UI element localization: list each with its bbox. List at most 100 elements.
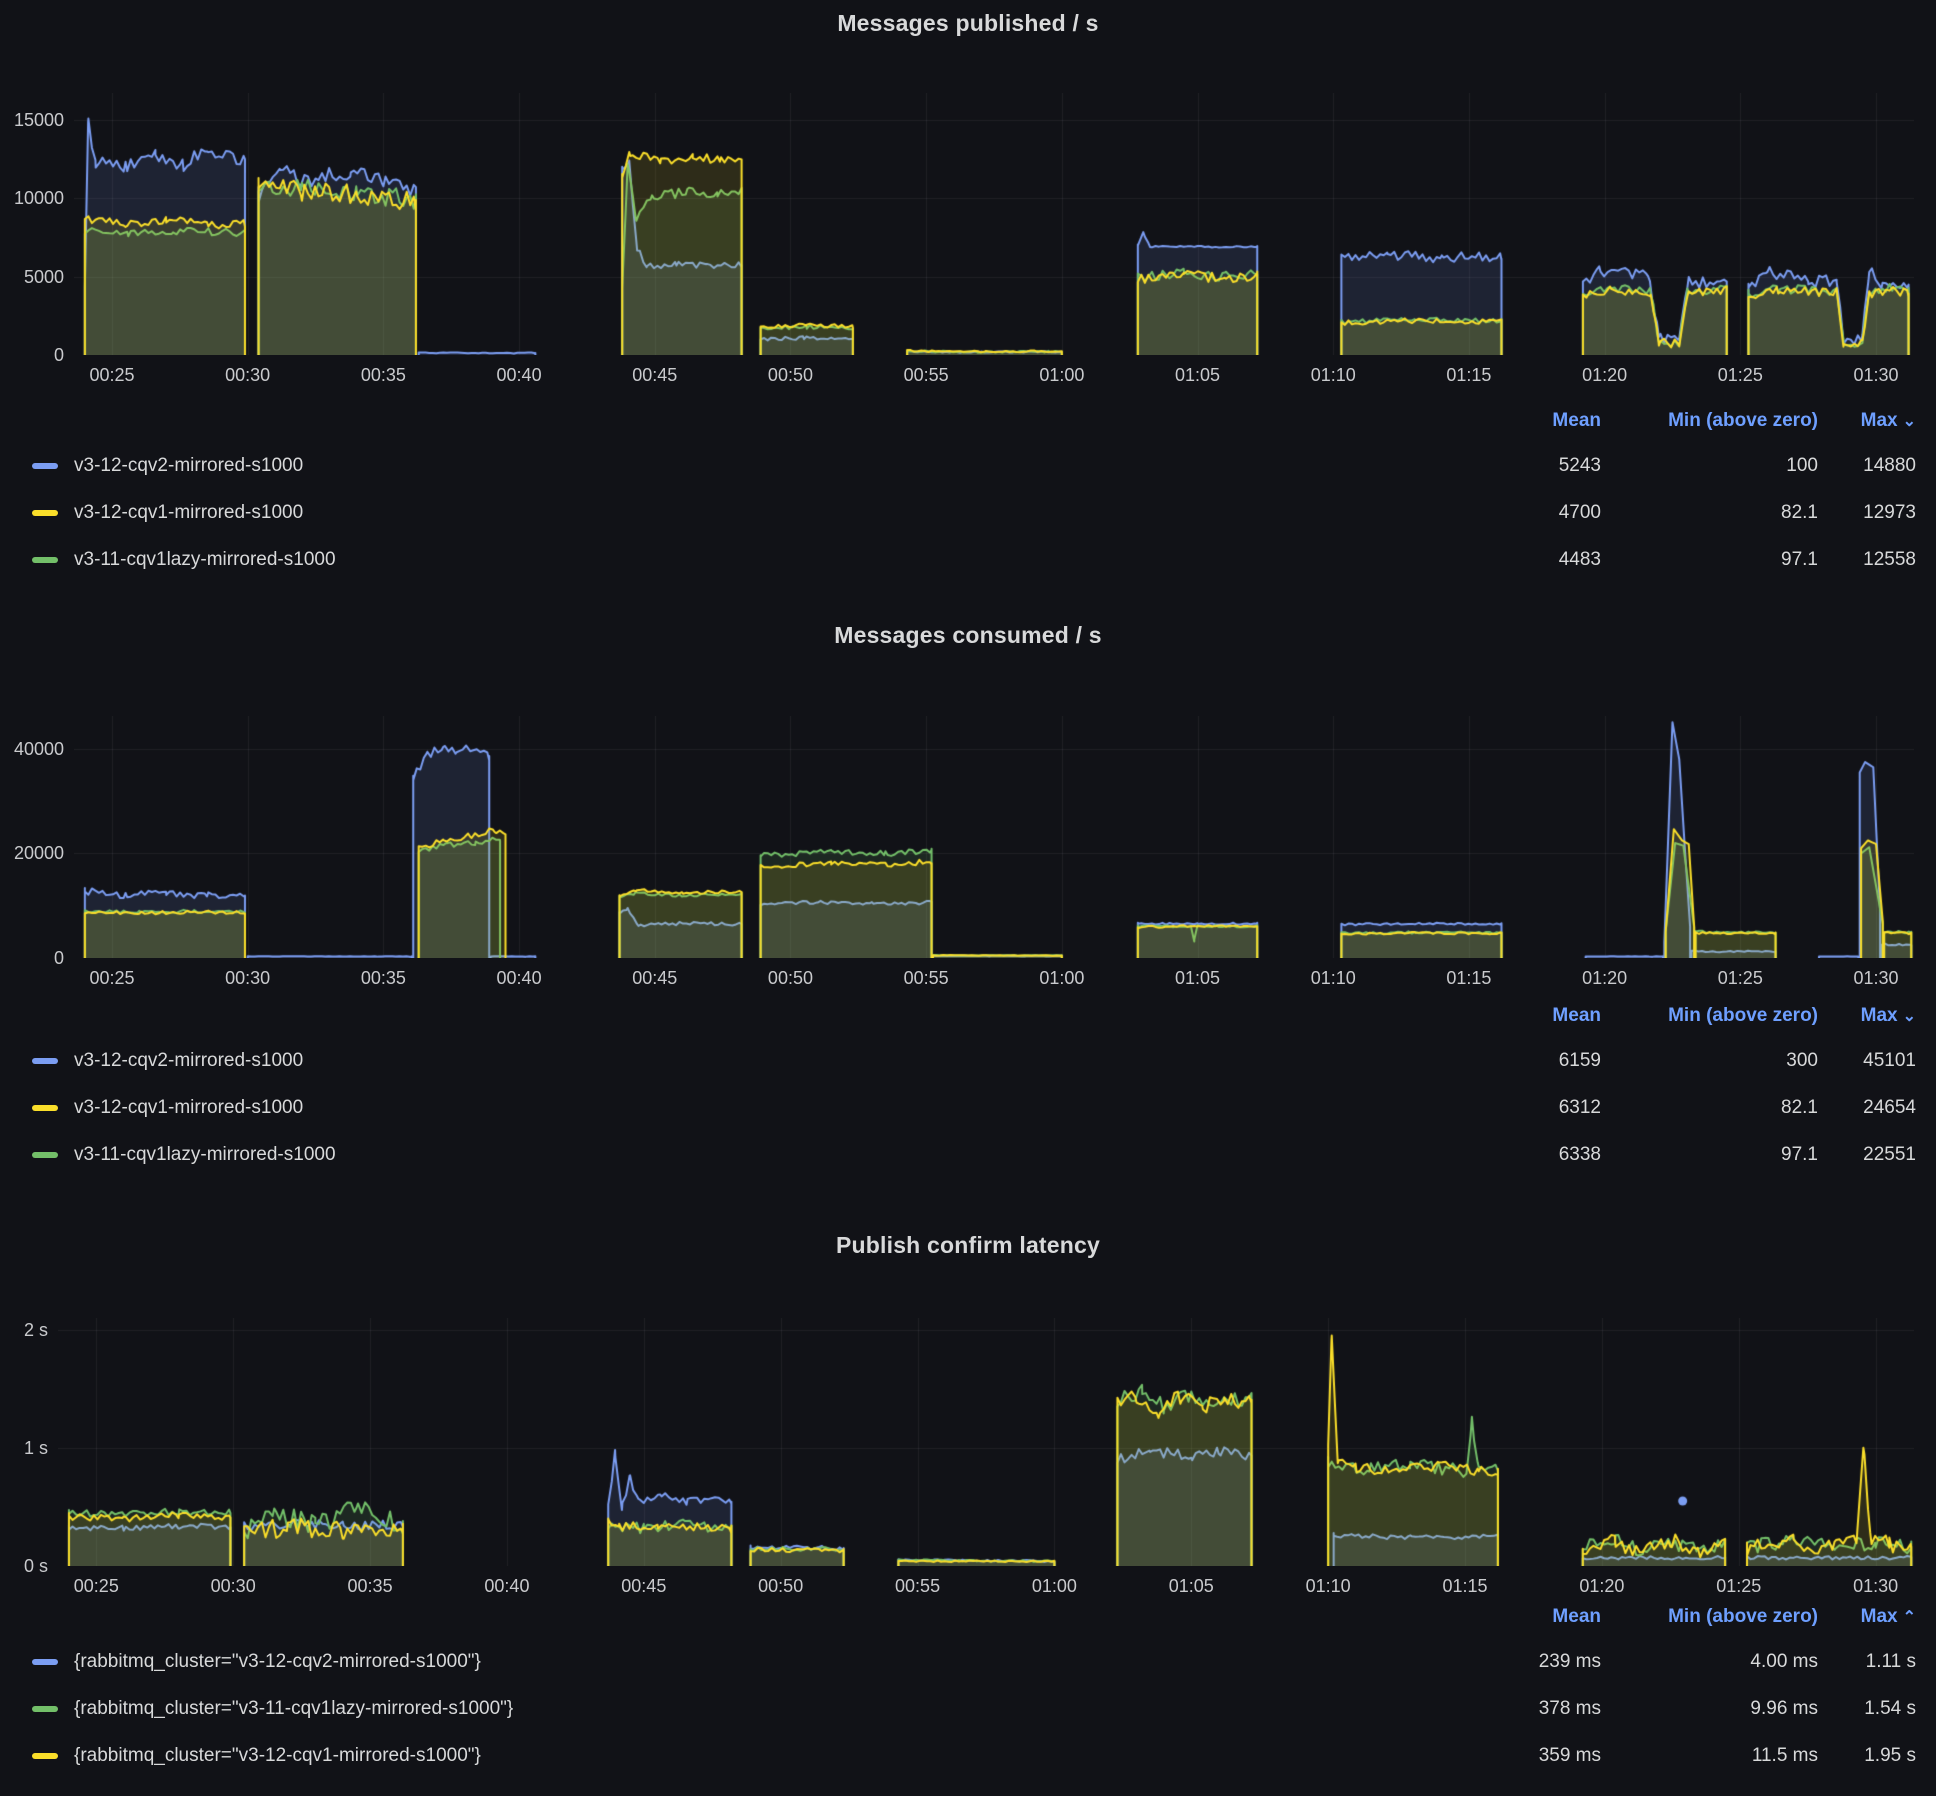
legend-col-min[interactable]: Min (above zero) <box>1668 410 1818 431</box>
chart-canvas[interactable] <box>74 716 1914 958</box>
x-tick-label: 00:55 <box>895 1576 941 1596</box>
x-tick-label: 00:35 <box>347 1576 393 1596</box>
legend-value-mean: 239 ms <box>1538 1651 1601 1672</box>
series-color-swatch-icon[interactable] <box>32 1151 58 1158</box>
time-series-plot: 0 s 1 s 2 s 00:25 00:30 00:35 00:40 00:45 00:50… <box>24 1318 1914 1596</box>
x-tick-label: 01:30 <box>1853 1576 1899 1596</box>
legend-value-mean: 359 ms <box>1538 1745 1601 1766</box>
legend-col-mean[interactable]: Mean <box>1552 1606 1601 1627</box>
panel-title[interactable]: Publish confirm latency <box>835 1232 1101 1258</box>
legend-col-max-label: Max <box>1860 1005 1898 1026</box>
legend-value-mean: 4700 <box>1558 502 1601 523</box>
legend-value-max: 22551 <box>1863 1144 1916 1165</box>
legend-value-max: 12973 <box>1863 502 1916 523</box>
x-tick-label: 01:10 <box>1310 365 1356 385</box>
series-name[interactable]: v3-12-cqv2-mirrored-s1000 <box>74 1050 304 1071</box>
legend-row: v3-12-cqv1-mirrored-s1000 4700 82.1 12973 <box>0 489 1936 536</box>
legend-rows: v3-12-cqv2-mirrored-s1000 6159 300 45101 v3-… <box>0 1037 1936 1178</box>
series-name[interactable]: {rabbitmq_cluster="v3-12-cqv2-mirrored-s… <box>74 1651 481 1672</box>
legend-row: v3-12-cqv2-mirrored-s1000 5243 100 14880 <box>0 442 1936 489</box>
series-color-swatch-icon[interactable] <box>32 1752 58 1759</box>
legend-value-min: 97.1 <box>1781 1144 1818 1165</box>
x-axis-labels: 00:25 00:30 00:35 00:40 00:45 00:50 00:55 01:00… <box>74 93 1914 385</box>
x-tick-label: 00:30 <box>210 1576 256 1596</box>
x-tick-label: 01:10 <box>1310 968 1356 988</box>
x-tick-label: 01:30 <box>1853 365 1899 385</box>
legend-col-mean[interactable]: Mean <box>1552 410 1601 431</box>
legend-value-min: 4.00 ms <box>1750 1651 1818 1672</box>
series-color-swatch-icon[interactable] <box>32 556 58 563</box>
panel-title[interactable]: Messages consumed / s <box>834 622 1102 648</box>
legend-col-min[interactable]: Min (above zero) <box>1668 1005 1818 1026</box>
x-tick-label: 01:10 <box>1305 1576 1351 1596</box>
legend-value-mean: 6312 <box>1558 1097 1601 1118</box>
x-tick-label: 00:25 <box>73 1576 119 1596</box>
legend: Mean Min (above zero) Max ⌄ v3-12-cqv2-mi… <box>0 400 1936 583</box>
series-color-swatch-icon[interactable] <box>32 509 58 516</box>
sort-direction-icon: ⌄ <box>1902 1008 1916 1025</box>
legend-col-max-label: Max <box>1860 410 1898 431</box>
legend-row: v3-12-cqv2-mirrored-s1000 6159 300 45101 <box>0 1037 1936 1084</box>
x-tick-label: 01:05 <box>1175 365 1221 385</box>
legend-value-min: 11.5 ms <box>1751 1745 1818 1766</box>
series-color-swatch-icon[interactable] <box>32 1658 58 1665</box>
legend-rows: v3-12-cqv2-mirrored-s1000 5243 100 14880 v3-… <box>0 442 1936 583</box>
y-tick-label: 2 s <box>23 1319 48 1340</box>
time-series-plot: 0 5000 10000 15000 00:25 00:30 00:35 00:40 00:4… <box>14 93 1914 385</box>
legend-row: {rabbitmq_cluster="v3-11-cqv1lazy-mirror… <box>0 1685 1936 1732</box>
series-color-swatch-icon[interactable] <box>32 462 58 469</box>
series-color-swatch-icon[interactable] <box>32 1104 58 1111</box>
series-name[interactable]: v3-12-cqv1-mirrored-s1000 <box>74 502 304 523</box>
x-tick-label: 01:05 <box>1175 968 1221 988</box>
y-tick-label: 0 <box>53 948 64 968</box>
series-name[interactable]: v3-12-cqv2-mirrored-s1000 <box>74 455 304 476</box>
series-color-swatch-icon[interactable] <box>32 1705 58 1712</box>
time-series-plot: 0 20000 40000 00:25 00:30 00:35 00:40 00:45 00:… <box>14 716 1914 988</box>
legend-col-max[interactable]: Max ⌄ <box>1861 995 1916 1038</box>
legend-value-min: 82.1 <box>1781 1097 1818 1118</box>
legend-value-mean: 378 ms <box>1538 1698 1601 1719</box>
x-tick-label: 01:15 <box>1446 365 1492 385</box>
x-tick-label: 00:55 <box>903 968 949 988</box>
series-name[interactable]: {rabbitmq_cluster="v3-11-cqv1lazy-mirror… <box>74 1698 514 1719</box>
x-tick-label: 00:45 <box>621 1576 667 1596</box>
x-tick-label: 00:50 <box>767 365 813 385</box>
y-tick-label: 15000 <box>13 109 64 130</box>
y-tick-label: 20000 <box>13 843 64 864</box>
x-tick-label: 01:05 <box>1168 1576 1214 1596</box>
series-color-swatch-icon[interactable] <box>32 1057 58 1064</box>
legend-col-max[interactable]: Max ⌄ <box>1861 400 1916 443</box>
x-tick-label: 00:35 <box>360 968 406 988</box>
legend-header: Mean Min (above zero) Max ⌄ <box>0 995 1936 1037</box>
legend-value-max: 12558 <box>1863 549 1916 570</box>
series-name[interactable]: v3-11-cqv1lazy-mirrored-s1000 <box>74 549 336 570</box>
chart-canvas[interactable] <box>58 1318 1914 1566</box>
x-tick-label: 01:25 <box>1717 365 1763 385</box>
x-tick-label: 01:20 <box>1579 1576 1625 1596</box>
x-tick-label: 00:50 <box>758 1576 804 1596</box>
legend-row: v3-12-cqv1-mirrored-s1000 6312 82.1 24654 <box>0 1084 1936 1131</box>
x-axis-labels: 00:25 00:30 00:35 00:40 00:45 00:50 00:55 01:00… <box>74 716 1914 988</box>
x-tick-label: 01:15 <box>1446 968 1492 988</box>
legend-col-mean[interactable]: Mean <box>1552 1005 1601 1026</box>
legend-value-mean: 5243 <box>1558 455 1601 476</box>
legend-value-min: 300 <box>1786 1050 1818 1071</box>
legend-col-min[interactable]: Min (above zero) <box>1668 1606 1818 1627</box>
series-name[interactable]: {rabbitmq_cluster="v3-12-cqv1-mirrored-s… <box>74 1745 481 1766</box>
series-name[interactable]: v3-11-cqv1lazy-mirrored-s1000 <box>74 1144 336 1165</box>
series-name[interactable]: v3-12-cqv1-mirrored-s1000 <box>74 1097 304 1118</box>
legend-value-max: 1.11 s <box>1865 1651 1916 1672</box>
x-tick-label: 00:30 <box>225 365 271 385</box>
y-tick-label: 0 <box>53 345 64 365</box>
legend-value-max: 14880 <box>1863 455 1916 476</box>
y-tick-label: 1 s <box>23 1437 48 1458</box>
x-tick-label: 01:00 <box>1039 365 1085 385</box>
panel-title[interactable]: Messages published / s <box>837 10 1099 36</box>
legend-value-max: 1.95 s <box>1864 1745 1916 1766</box>
chart-canvas[interactable] <box>74 93 1914 355</box>
sort-direction-icon: ⌃ <box>1902 1609 1916 1626</box>
legend-value-mean: 4483 <box>1558 549 1601 570</box>
legend-col-max[interactable]: Max ⌃ <box>1861 1596 1916 1639</box>
legend-rows: {rabbitmq_cluster="v3-12-cqv2-mirrored-s… <box>0 1638 1936 1779</box>
